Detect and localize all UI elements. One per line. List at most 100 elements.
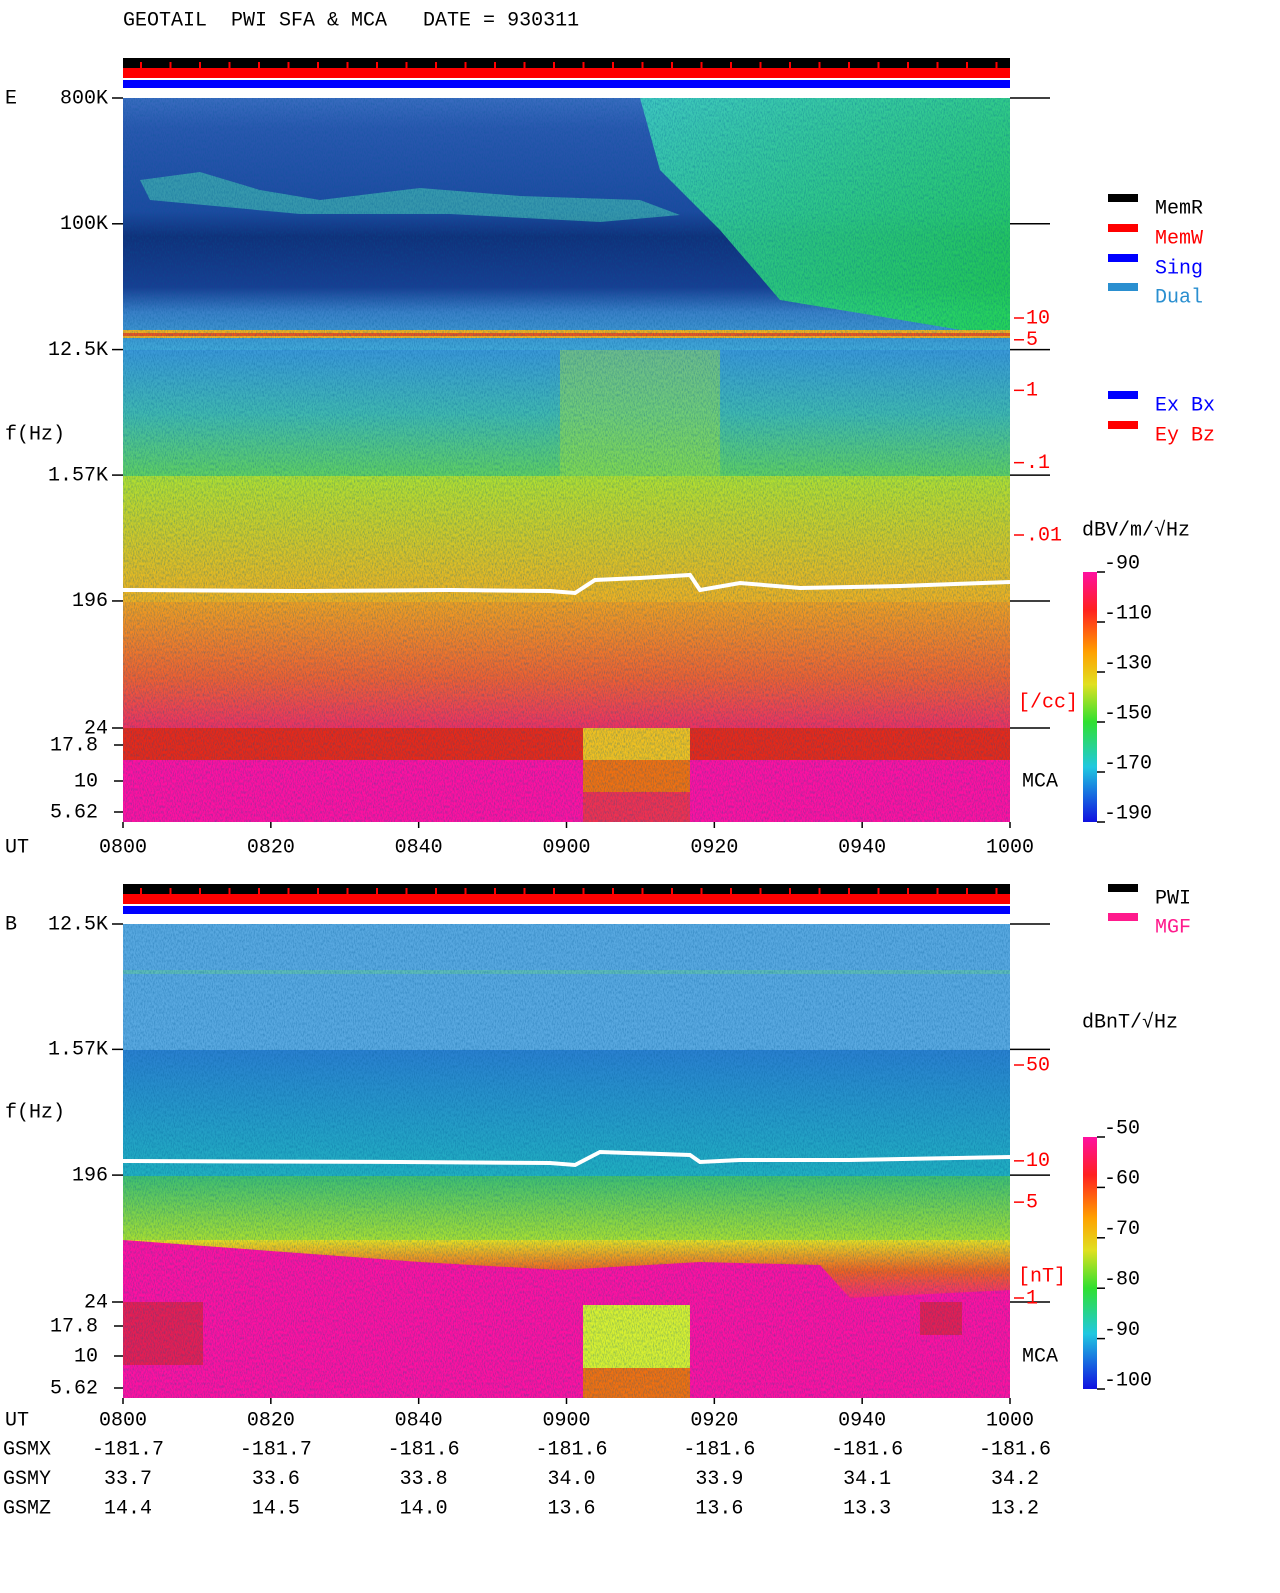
orbit-value: 34.2	[991, 1468, 1039, 1491]
colorbar-tick-label: -110	[1104, 602, 1152, 625]
legend-swatch	[1108, 913, 1138, 921]
colorbar-tick-label: -60	[1104, 1168, 1140, 1191]
y-tick-label: 12.5K	[48, 913, 108, 936]
x-tick-label: 0800	[99, 836, 147, 859]
y2-label: [/cc]	[1018, 691, 1078, 714]
y-tick-label: 1.57K	[48, 1039, 108, 1062]
orbit-value: 33.9	[695, 1468, 743, 1491]
colorbar-tick-label: -190	[1104, 802, 1152, 825]
legend-label: PWI	[1155, 887, 1191, 910]
x-tick-label: 0940	[838, 836, 886, 859]
status-bar	[123, 894, 1010, 904]
colorbar-tick-label: -70	[1104, 1218, 1140, 1241]
orbit-value: 13.2	[991, 1497, 1039, 1520]
status-bar	[123, 884, 1010, 894]
legend-label: Ex Bx	[1155, 394, 1215, 417]
mca-label: MCA	[1022, 1345, 1058, 1368]
mca-tick-label: 17.8	[50, 734, 98, 757]
y2-label: [nT]	[1018, 1265, 1066, 1288]
orbit-value: 34.1	[843, 1468, 891, 1491]
colorbar-tick-label: -90	[1104, 1319, 1140, 1342]
y2-tick-label: 50	[1026, 1054, 1050, 1077]
x-tick-label: 0840	[395, 836, 443, 859]
x-tick-label: 0840	[395, 1409, 443, 1432]
x-tick-label: 0900	[542, 836, 590, 859]
orbit-value: 13.3	[843, 1497, 891, 1520]
x-tick-label: 1000	[986, 836, 1034, 859]
y-tick-label: 24	[84, 717, 108, 740]
orbit-value: -181.6	[388, 1438, 460, 1461]
legend-swatch	[1108, 421, 1138, 429]
orbit-label: GSMY	[3, 1468, 51, 1491]
x-tick-label: 0920	[690, 836, 738, 859]
x-tick-label: 0820	[247, 1409, 295, 1432]
legend-swatch	[1108, 884, 1138, 892]
orbit-value: 34.0	[547, 1468, 595, 1491]
orbit-value: 14.0	[400, 1497, 448, 1520]
y2-tick-label: .1	[1026, 452, 1050, 475]
y2-tick-label: 10	[1026, 1150, 1050, 1173]
legend-swatch	[1108, 224, 1138, 232]
colorbar-label: dBnT/√Hz	[1082, 1010, 1178, 1034]
y-tick-label: 100K	[60, 213, 108, 236]
mca-tick-label: 17.8	[50, 1315, 98, 1338]
y2-tick-label: 1	[1026, 380, 1038, 403]
status-bar	[123, 80, 1010, 88]
orbit-value: 33.6	[252, 1468, 300, 1491]
colorbar	[1083, 572, 1097, 822]
y2-tick-label: 5	[1026, 329, 1038, 352]
y2-tick-label: 5	[1026, 1191, 1038, 1214]
y-tick-label: 12.5K	[48, 339, 108, 362]
colorbar	[1083, 1137, 1097, 1389]
orbit-label: GSMX	[3, 1438, 51, 1461]
orbit-value: -181.7	[92, 1438, 164, 1461]
legend-swatch	[1108, 254, 1138, 262]
mca-tick-label: 5.62	[50, 1377, 98, 1400]
orbit-value: 33.8	[400, 1468, 448, 1491]
orbit-value: -181.6	[979, 1438, 1051, 1461]
colorbar-tick-label: -170	[1104, 752, 1152, 775]
spectrogram-b	[122, 924, 1011, 1398]
x-tick-label: 0940	[838, 1409, 886, 1432]
colorbar-label: dBV/m/√Hz	[1082, 518, 1190, 542]
legend-label: Dual	[1155, 286, 1203, 309]
mca-tick-label: 10	[74, 1345, 98, 1368]
mca-label: MCA	[1022, 770, 1058, 793]
y-tick-label: 24	[84, 1291, 108, 1314]
mca-tick-label: 10	[74, 770, 98, 793]
colorbar-tick-label: -100	[1104, 1369, 1152, 1392]
y2-tick-label: 10	[1026, 307, 1050, 330]
orbit-value: -181.6	[683, 1438, 755, 1461]
colorbar-tick-label: -130	[1104, 652, 1152, 675]
colorbar-tick-label: -90	[1104, 552, 1140, 575]
status-bar	[123, 906, 1010, 914]
y-tick-label: 196	[72, 1164, 108, 1187]
orbit-value: 14.5	[252, 1497, 300, 1520]
x-tick-label: 0900	[542, 1409, 590, 1432]
legend-swatch	[1108, 391, 1138, 399]
legend-label: MemR	[1155, 197, 1203, 220]
chart-title: GEOTAIL PWI SFA & MCA DATE = 930311	[123, 9, 579, 32]
orbit-value: -181.6	[535, 1438, 607, 1461]
panel-label: E	[5, 87, 17, 110]
status-bar	[123, 68, 1010, 78]
legend-swatch	[1108, 194, 1138, 202]
y-tick-label: 800K	[60, 87, 108, 110]
legend-label: Sing	[1155, 257, 1203, 280]
legend-label: MGF	[1155, 916, 1191, 939]
orbit-value: 13.6	[695, 1497, 743, 1520]
orbit-label: GSMZ	[3, 1497, 51, 1520]
colorbar-tick-label: -50	[1104, 1117, 1140, 1140]
y2-tick-label: 1	[1026, 1287, 1038, 1310]
colorbar-tick-label: -80	[1104, 1268, 1140, 1291]
orbit-value: -181.7	[240, 1438, 312, 1461]
spectrogram-e	[122, 98, 1011, 822]
x-tick-label: 1000	[986, 1409, 1034, 1432]
legend-label: MemW	[1155, 227, 1203, 250]
y-axis-label: f(Hz)	[5, 1101, 65, 1124]
orbit-value: 33.7	[104, 1468, 152, 1491]
orbit-value: 14.4	[104, 1497, 152, 1520]
status-bar	[123, 58, 1010, 68]
